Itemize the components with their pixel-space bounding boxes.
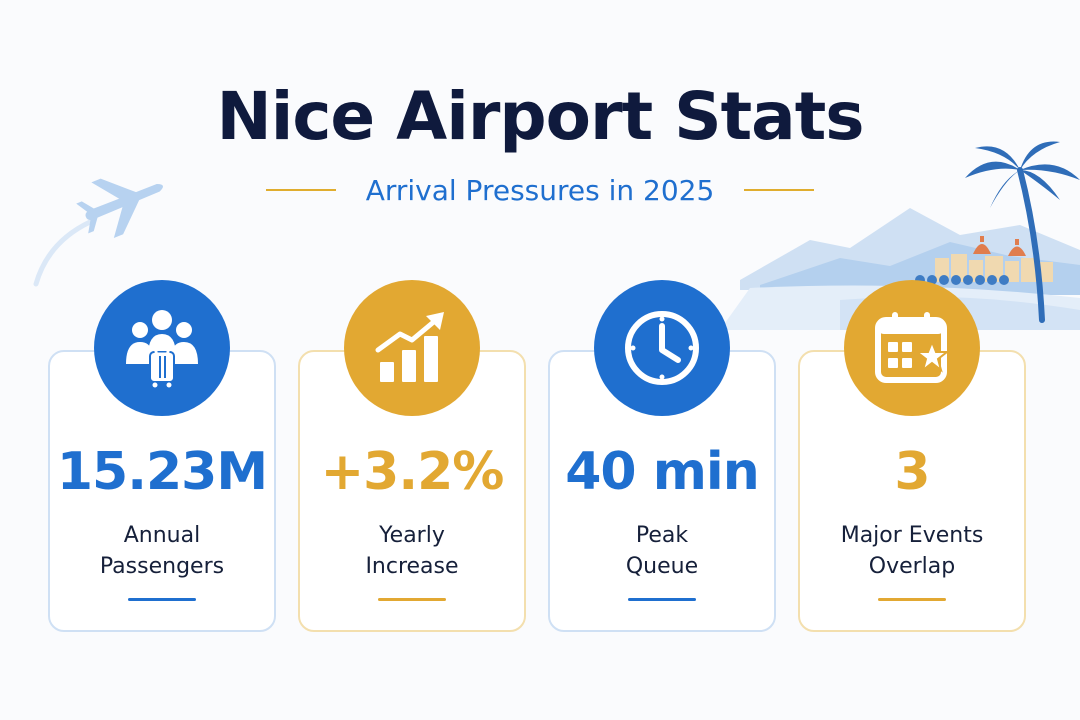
subtitle-divider-left [265, 189, 336, 191]
stat-label-line: Queue [625, 554, 699, 579]
subtitle-divider-right [744, 189, 815, 191]
stat-badge [94, 280, 230, 416]
stat-value: 3 [894, 442, 930, 502]
stat-label-line: Increase [365, 554, 459, 579]
stat-underline [378, 598, 446, 601]
stat-label-line: Peak [635, 523, 689, 548]
airplane-icon [33, 178, 163, 287]
stat-badge [344, 280, 480, 416]
subtitle-row: Arrival Pressures in 2025 [0, 170, 1080, 210]
stat-label-line: Overlap [868, 554, 956, 579]
clock-icon [625, 311, 699, 385]
page-subtitle: Arrival Pressures in 2025 [365, 173, 715, 207]
stat-underline [128, 598, 196, 601]
stat-value: +3.2% [320, 442, 505, 502]
stat-label-line: Annual [123, 523, 201, 548]
stat-label: Major Events Overlap [798, 520, 1026, 582]
stat-label: Annual Passengers [48, 520, 276, 582]
stat-label-line: Yearly [379, 523, 445, 548]
passengers-luggage-icon [126, 310, 198, 388]
stat-label-line: Major Events [840, 523, 984, 548]
page-title: Nice Airport Stats [216, 78, 864, 155]
calendar-star-icon [875, 312, 950, 383]
stat-badge [594, 280, 730, 416]
stat-label-line: Passengers [99, 554, 225, 579]
stat-badge [844, 280, 980, 416]
growth-chart-icon [375, 312, 444, 382]
stat-value: 40 min [565, 442, 760, 502]
stat-underline [878, 598, 946, 601]
stat-underline [628, 598, 696, 601]
stat-label: Yearly Increase [298, 520, 526, 582]
stat-value: 15.23M [56, 442, 268, 502]
stat-label: Peak Queue [548, 520, 776, 582]
